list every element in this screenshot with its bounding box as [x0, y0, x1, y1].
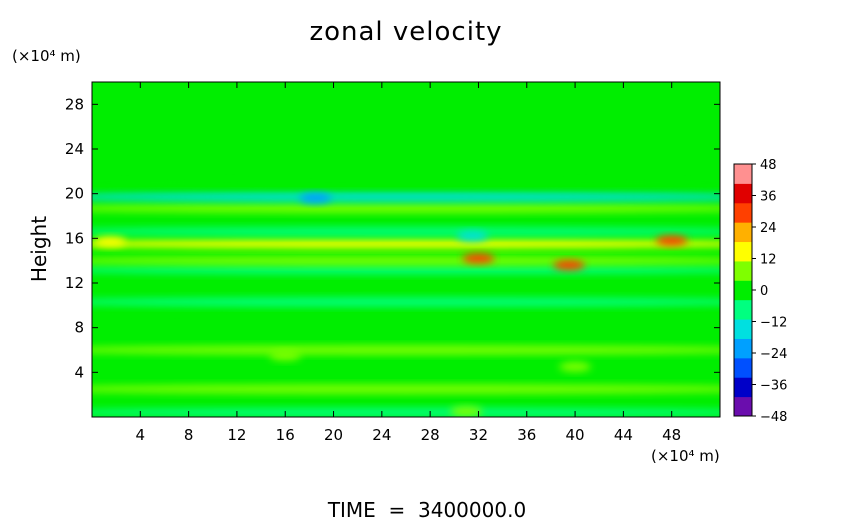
- contour-feature: [450, 406, 483, 417]
- colorbar-swatch: [734, 164, 752, 184]
- colorbar-swatch: [734, 396, 752, 417]
- colorbar-swatch: [734, 280, 752, 301]
- y-axis-label: Height: [27, 216, 51, 282]
- colorbar-tick-label: 0: [760, 284, 768, 299]
- colorbar-swatch: [734, 202, 752, 223]
- x-tick-label: 40: [566, 426, 585, 444]
- x-tick-label: 48: [662, 426, 681, 444]
- colorbar-tick-label: 24: [760, 221, 777, 236]
- contour-feature: [94, 236, 127, 247]
- contour-band: [92, 305, 720, 316]
- x-tick-label: 32: [469, 426, 488, 444]
- contour-band: [92, 407, 720, 417]
- y-tick-label: 28: [65, 95, 84, 113]
- x-tick-label: 24: [372, 426, 391, 444]
- y-tick-label: 8: [74, 319, 84, 337]
- plot-background: [92, 82, 720, 417]
- contour-feature: [655, 235, 688, 246]
- x-tick-label: 12: [227, 426, 246, 444]
- contour-feature: [462, 253, 495, 264]
- colorbar-swatch: [734, 377, 752, 398]
- y-unit-label: (×10⁴ m): [12, 47, 81, 65]
- colorbar-swatch: [734, 260, 752, 281]
- contour-feature: [553, 260, 586, 271]
- colorbar-swatch: [734, 222, 752, 243]
- contour-band: [92, 384, 720, 395]
- colorbar-tick-label: −36: [760, 379, 787, 394]
- x-tick-label: 36: [517, 426, 536, 444]
- contour-feature: [299, 193, 332, 204]
- colorbar-tick-label: 12: [760, 253, 777, 268]
- y-tick-label: 16: [65, 229, 84, 247]
- plot-frame: [91, 81, 721, 418]
- x-tick-label: 8: [184, 426, 194, 444]
- contour-feature: [269, 350, 302, 361]
- y-tick-label: 24: [65, 140, 84, 158]
- y-tick-label: 4: [74, 363, 84, 381]
- colorbar-swatch: [734, 357, 752, 378]
- x-tick-label: 16: [276, 426, 295, 444]
- contour-band: [92, 226, 720, 237]
- y-tick-label: 20: [65, 185, 84, 203]
- colorbar-tick-label: 48: [760, 158, 777, 173]
- contour-band: [92, 177, 720, 188]
- y-tick-label: 12: [65, 274, 84, 292]
- contour-feature: [456, 231, 489, 242]
- contour-band: [92, 345, 720, 355]
- contour-band: [92, 238, 720, 249]
- contour-band: [92, 203, 720, 214]
- x-tick-label: 4: [136, 426, 146, 444]
- colorbar-swatch: [734, 338, 752, 359]
- contour-feature: [559, 361, 592, 372]
- x-tick-label: 20: [324, 426, 343, 444]
- contour-field: [92, 82, 720, 417]
- contour-band: [92, 255, 720, 266]
- x-unit-label: (×10⁴ m): [651, 447, 720, 465]
- colorbar-swatch: [734, 183, 752, 204]
- colorbar-tick-label: −24: [760, 347, 787, 362]
- time-footer: TIME = 3400000.0: [327, 498, 526, 519]
- x-tick-label: 44: [614, 426, 633, 444]
- colorbar-tick-label: −12: [760, 316, 787, 331]
- colorbar-tick-label: 36: [760, 190, 777, 205]
- colorbar-tick-label: −48: [760, 410, 787, 425]
- colorbar-swatch: [734, 241, 752, 262]
- contour-band: [92, 192, 720, 203]
- contour-band: [92, 296, 720, 307]
- x-tick-label: 28: [421, 426, 440, 444]
- chart-title: zonal velocity: [309, 17, 502, 47]
- contour-band: [92, 264, 720, 275]
- colorbar-swatch: [734, 319, 752, 339]
- colorbar: 48 36 24 12 0 −12 −24 −36 −48: [733, 158, 787, 425]
- colorbar-swatch: [734, 299, 752, 320]
